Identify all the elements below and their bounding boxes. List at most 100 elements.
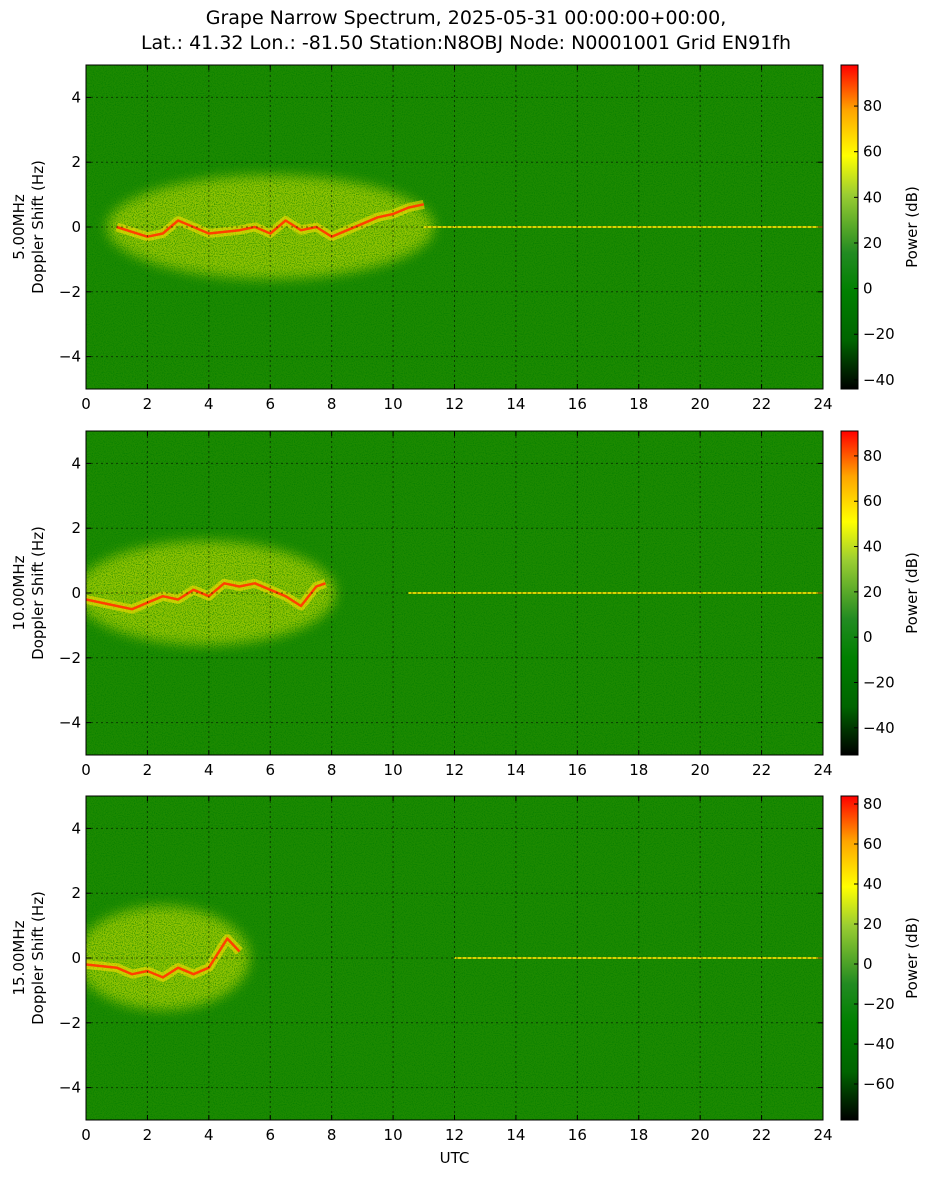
- colorbar-tick-label: −20: [863, 673, 895, 691]
- colorbar-tick-label: 0: [863, 280, 873, 298]
- x-tick-label: 16: [568, 395, 587, 413]
- x-tick-label: 6: [265, 395, 275, 413]
- y-tick-label: −2: [59, 649, 81, 667]
- plot-content: [86, 796, 823, 1120]
- x-tick-label: 20: [691, 395, 710, 413]
- x-tick-label: 2: [143, 1126, 153, 1144]
- title-line-2: Lat.: 41.32 Lon.: -81.50 Station:N8OBJ N…: [140, 32, 792, 54]
- colorbar-tick-label: −40: [863, 719, 895, 737]
- colorbar: [840, 430, 859, 756]
- x-tick-label: 22: [752, 761, 771, 779]
- colorbar: [840, 64, 859, 390]
- x-tick-label: 14: [506, 1126, 525, 1144]
- x-tick-label: 12: [445, 1126, 464, 1144]
- colorbar-label: Power (dB): [903, 186, 921, 268]
- plot-content: [86, 431, 823, 755]
- x-tick-label: 24: [813, 1126, 832, 1144]
- x-tick-label: 6: [265, 1126, 275, 1144]
- x-tick-label: 2: [143, 761, 153, 779]
- doppler-trace: [86, 582, 326, 611]
- colorbar-tick-label: −40: [863, 1035, 895, 1053]
- y-tick-label: −2: [59, 283, 81, 301]
- colorbar-tick-label: 60: [863, 835, 882, 853]
- grid: [86, 65, 823, 389]
- y-tick-label: −4: [59, 348, 81, 366]
- y-axis-label: Doppler Shift (Hz): [29, 891, 47, 1025]
- chart-title: Grape Narrow Spectrum, 2025-05-31 00:00:…: [0, 6, 932, 56]
- x-tick-label: 24: [813, 761, 832, 779]
- colorbar-tick-label: 60: [863, 143, 882, 161]
- y-axis-frequency-label: 5.00MHz: [10, 194, 28, 260]
- colorbar-tick-label: 80: [863, 447, 882, 465]
- x-tick-label: 16: [568, 761, 587, 779]
- doppler-trace: [86, 937, 241, 979]
- y-tick-label: −4: [59, 714, 81, 732]
- colorbar-tick-label: −60: [863, 1075, 895, 1093]
- y-tick-label: 0: [71, 218, 81, 236]
- x-tick-label: 20: [691, 1126, 710, 1144]
- y-tick-label: 4: [71, 819, 81, 837]
- y-tick-label: 4: [71, 88, 81, 106]
- y-tick-label: 2: [71, 519, 81, 537]
- colorbar-tick-label: 0: [863, 955, 873, 973]
- x-tick-label: 4: [204, 761, 214, 779]
- colorbar-tick-label: 0: [863, 628, 873, 646]
- colorbar-tick-label: 80: [863, 795, 882, 813]
- x-tick-label: 8: [327, 395, 337, 413]
- x-tick-label: 10: [384, 761, 403, 779]
- colorbar-tick-label: 40: [863, 188, 882, 206]
- colorbar-tick-label: 40: [863, 875, 882, 893]
- colorbar-tick-label: 20: [863, 915, 882, 933]
- colorbar-label: Power (dB): [903, 552, 921, 634]
- x-tick-label: 4: [204, 1126, 214, 1144]
- y-axis-label: Doppler Shift (Hz): [29, 160, 47, 294]
- x-tick-label: 16: [568, 1126, 587, 1144]
- colorbar-tick-label: 60: [863, 492, 882, 510]
- x-tick-label: 10: [384, 1126, 403, 1144]
- x-tick-label: 8: [327, 761, 337, 779]
- x-tick-label: 24: [813, 395, 832, 413]
- x-tick-label: 2: [143, 395, 153, 413]
- y-tick-label: 0: [71, 949, 81, 967]
- x-tick-label: 0: [81, 395, 91, 413]
- y-tick-label: 4: [71, 454, 81, 472]
- y-tick-label: 0: [71, 584, 81, 602]
- x-tick-label: 4: [204, 395, 214, 413]
- x-tick-label: 22: [752, 1126, 771, 1144]
- x-tick-label: 18: [629, 395, 648, 413]
- x-tick-label: 12: [445, 395, 464, 413]
- colorbar: [840, 795, 859, 1121]
- x-tick-label: 10: [384, 395, 403, 413]
- colorbar-tick-label: 40: [863, 538, 882, 556]
- colorbar-tick-label: −20: [863, 325, 895, 343]
- colorbar-tick-label: 80: [863, 97, 882, 115]
- y-tick-label: −2: [59, 1014, 81, 1032]
- y-axis-frequency-label: 15.00MHz: [10, 920, 28, 995]
- x-tick-label: 22: [752, 395, 771, 413]
- x-axis-label: UTC: [439, 1149, 470, 1167]
- y-axis-frequency-label: 10.00MHz: [10, 555, 28, 630]
- plot-content: [86, 65, 823, 389]
- colorbar-tick-label: 20: [863, 583, 882, 601]
- colorbar-tick-label: 20: [863, 234, 882, 252]
- x-tick-label: 14: [506, 761, 525, 779]
- colorbar-label: Power (dB): [903, 917, 921, 999]
- grid: [86, 796, 823, 1120]
- colorbar-tick-label: −20: [863, 995, 895, 1013]
- x-tick-label: 0: [81, 1126, 91, 1144]
- x-tick-label: 8: [327, 1126, 337, 1144]
- grid: [86, 431, 823, 755]
- title-line-1: Grape Narrow Spectrum, 2025-05-31 00:00:…: [205, 7, 727, 29]
- x-tick-label: 12: [445, 761, 464, 779]
- y-tick-label: 2: [71, 153, 81, 171]
- x-tick-label: 18: [629, 1126, 648, 1144]
- y-tick-label: 2: [71, 884, 81, 902]
- colorbar-tick-label: −40: [863, 371, 895, 389]
- x-tick-label: 14: [506, 395, 525, 413]
- y-axis-label: Doppler Shift (Hz): [29, 526, 47, 660]
- x-tick-label: 20: [691, 761, 710, 779]
